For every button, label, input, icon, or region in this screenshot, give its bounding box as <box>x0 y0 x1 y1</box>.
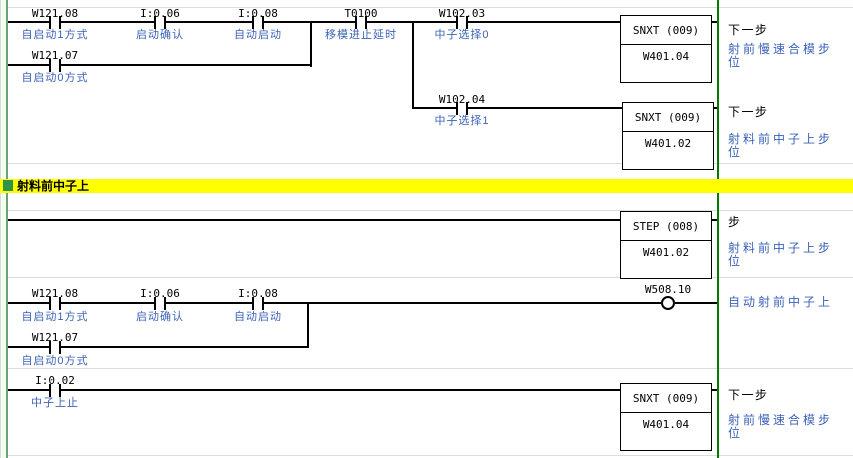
operand-comment: 射前慢速合模步位 <box>728 413 834 440</box>
rung-wire <box>8 302 661 304</box>
comment-label: 启动确认 <box>136 29 184 41</box>
branch-wire <box>412 107 622 109</box>
address-label: W121.08 <box>31 7 79 20</box>
instruction-box-snxt[interactable]: SNXT (009) W401.04 <box>620 383 712 451</box>
rung-wire <box>8 219 620 221</box>
comment-label: 中子上止 <box>31 397 79 409</box>
address-label: W121.07 <box>31 49 79 62</box>
comment-label: 中子选择1 <box>434 115 490 127</box>
contact-symbol[interactable] <box>49 16 61 29</box>
contact-symbol[interactable] <box>49 341 61 354</box>
address-label: I:0.08 <box>238 287 278 300</box>
rung-wire <box>8 21 620 23</box>
contact-symbol[interactable] <box>49 59 61 72</box>
output-stub-wire <box>714 107 719 109</box>
instruction-operand: W401.04 <box>642 50 690 63</box>
contact-symbol[interactable] <box>154 297 166 310</box>
rung-separator <box>0 277 853 278</box>
instruction-box-step[interactable]: STEP (008) W401.02 <box>620 211 712 279</box>
output-stub-wire <box>712 21 718 23</box>
branch-wire <box>8 346 309 348</box>
left-bus-bar <box>0 0 8 458</box>
comment-label: 自启动1方式 <box>21 311 89 323</box>
rung-separator <box>0 368 853 369</box>
branch-wire <box>310 21 312 67</box>
contact-symbol[interactable] <box>49 384 61 397</box>
output-stub-wire <box>712 389 718 391</box>
address-label: I:0.06 <box>140 287 180 300</box>
address-label: W121.07 <box>31 331 79 344</box>
contact-symbol[interactable] <box>49 297 61 310</box>
comment-label: 自启动0方式 <box>21 72 89 84</box>
contact-symbol[interactable] <box>456 16 468 29</box>
contact-symbol[interactable] <box>355 16 367 29</box>
instruction-operand: W401.02 <box>642 246 690 259</box>
comment-label: 中子选择0 <box>434 29 490 41</box>
instruction-note: 步 <box>728 215 742 229</box>
address-label: W102.03 <box>438 7 486 20</box>
address-label: I:0.08 <box>238 7 278 20</box>
comment-label: 自启动0方式 <box>21 355 89 367</box>
section-title: 射料前中子上 <box>17 179 90 193</box>
address-label: W121.08 <box>31 287 79 300</box>
comment-label: 自动启动 <box>234 311 282 323</box>
instruction-operand: W401.02 <box>644 137 692 150</box>
instruction-note: 下一步 <box>728 23 769 37</box>
address-label: W102.04 <box>438 93 486 106</box>
contact-symbol[interactable] <box>252 297 264 310</box>
address-label: W508.10 <box>644 283 692 296</box>
contact-symbol[interactable] <box>154 16 166 29</box>
comment-label: 移模进止延时 <box>325 29 397 41</box>
instruction-note: 下一步 <box>728 105 769 119</box>
rung-separator <box>0 455 853 456</box>
branch-wire <box>412 21 414 109</box>
instruction-mnemonic: SNXT (009) <box>621 384 711 413</box>
output-stub-wire <box>712 219 718 221</box>
operand-comment: 射料前中子上步位 <box>728 132 834 159</box>
section-marker-icon <box>3 180 13 191</box>
instruction-mnemonic: STEP (008) <box>621 212 711 241</box>
comment-label: 自启动1方式 <box>21 29 89 41</box>
comment-label: 启动确认 <box>136 311 184 323</box>
instruction-mnemonic: SNXT (009) <box>621 16 711 45</box>
operand-comment: 自动射前中子上 <box>728 295 834 309</box>
rung-wire <box>675 302 718 304</box>
instruction-box-snxt[interactable]: SNXT (009) W401.02 <box>622 102 714 170</box>
right-bus-bar <box>717 0 719 458</box>
rung-separator <box>0 210 853 211</box>
rung-separator <box>0 163 853 164</box>
instruction-operand: W401.04 <box>642 418 690 431</box>
address-label: I:0.02 <box>35 374 75 387</box>
comment-label: 自动启动 <box>234 29 282 41</box>
instruction-box-snxt[interactable]: SNXT (009) W401.04 <box>620 15 712 83</box>
contact-symbol[interactable] <box>252 16 264 29</box>
operand-comment: 射前慢速合模步位 <box>728 42 834 69</box>
address-label: T0100 <box>344 7 378 20</box>
contact-symbol[interactable] <box>456 102 468 115</box>
rung-separator <box>0 7 853 8</box>
instruction-mnemonic: SNXT (009) <box>623 103 713 132</box>
address-label: I:0.06 <box>140 7 180 20</box>
rung-wire <box>8 389 620 391</box>
output-coil-symbol[interactable] <box>661 296 675 310</box>
branch-wire <box>8 64 311 66</box>
branch-wire <box>307 302 309 348</box>
instruction-note: 下一步 <box>728 388 769 402</box>
section-header-bar[interactable]: 射料前中子上 <box>0 179 853 193</box>
operand-comment: 射料前中子上步位 <box>728 241 834 268</box>
